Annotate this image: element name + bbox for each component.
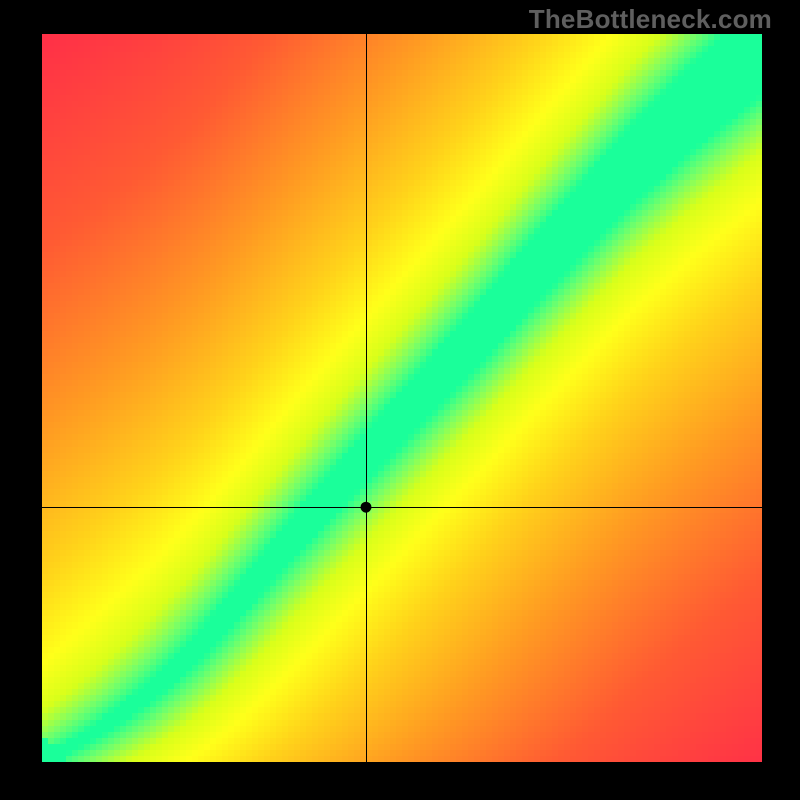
bottleneck-heatmap xyxy=(0,0,800,800)
watermark-text: TheBottleneck.com xyxy=(529,4,772,35)
